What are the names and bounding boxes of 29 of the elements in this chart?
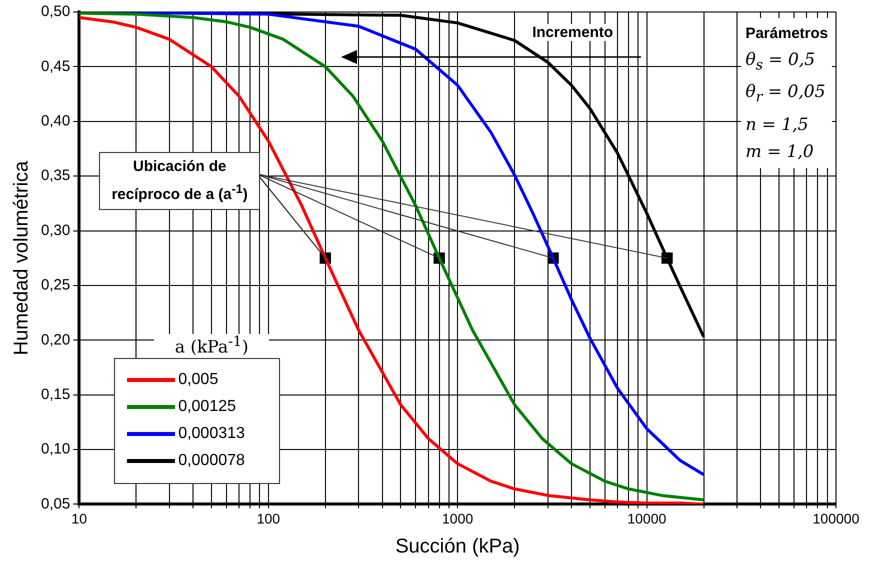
annotation: Incremento — [529, 24, 616, 41]
y-tick-label: 0,35 — [40, 167, 70, 184]
y-tick-label: 0,30 — [40, 222, 70, 239]
legend-label: 0,005 — [178, 371, 218, 390]
y-tick-label: 0,45 — [40, 58, 70, 75]
legend-title: a (kPa$^{-1}$) — [154, 334, 270, 358]
annotation: θ$_{s}$ = 0,5 — [745, 49, 816, 76]
annotation: Parámetros — [745, 24, 828, 44]
y-axis-title: Humedad volumétrica — [10, 160, 33, 356]
y-tick-label: 0,50 — [40, 3, 70, 20]
annotation: n = 1,5 — [745, 114, 810, 137]
y-tick-label: 0,20 — [40, 331, 70, 348]
x-tick-label: 100000 — [812, 510, 860, 526]
legend-label: 0,00125 — [178, 398, 236, 416]
legend-label: 0,000313 — [178, 425, 245, 444]
annotation: Ubicación de recíproco de a (a$^{-1}$) — [99, 152, 260, 210]
y-tick-label: 0,05 — [40, 495, 70, 512]
x-tick-label: 10000 — [627, 510, 666, 526]
x-tick-label: 1000 — [442, 510, 474, 526]
y-tick-label: 0,15 — [40, 386, 70, 403]
x-tick-label: 100 — [256, 510, 280, 526]
annotation: m = 1,0 — [745, 140, 815, 164]
y-tick-label: 0,40 — [40, 112, 70, 130]
legend-label: 0,000078 — [178, 452, 245, 470]
x-axis-title: Succión (kPa) — [395, 536, 520, 558]
y-tick-label: 0,25 — [40, 276, 70, 294]
y-tick-label: 0,10 — [40, 440, 70, 458]
x-tick-label: 10 — [71, 510, 88, 526]
annotation: θ$_{r}$ = 0,05 — [745, 81, 826, 108]
